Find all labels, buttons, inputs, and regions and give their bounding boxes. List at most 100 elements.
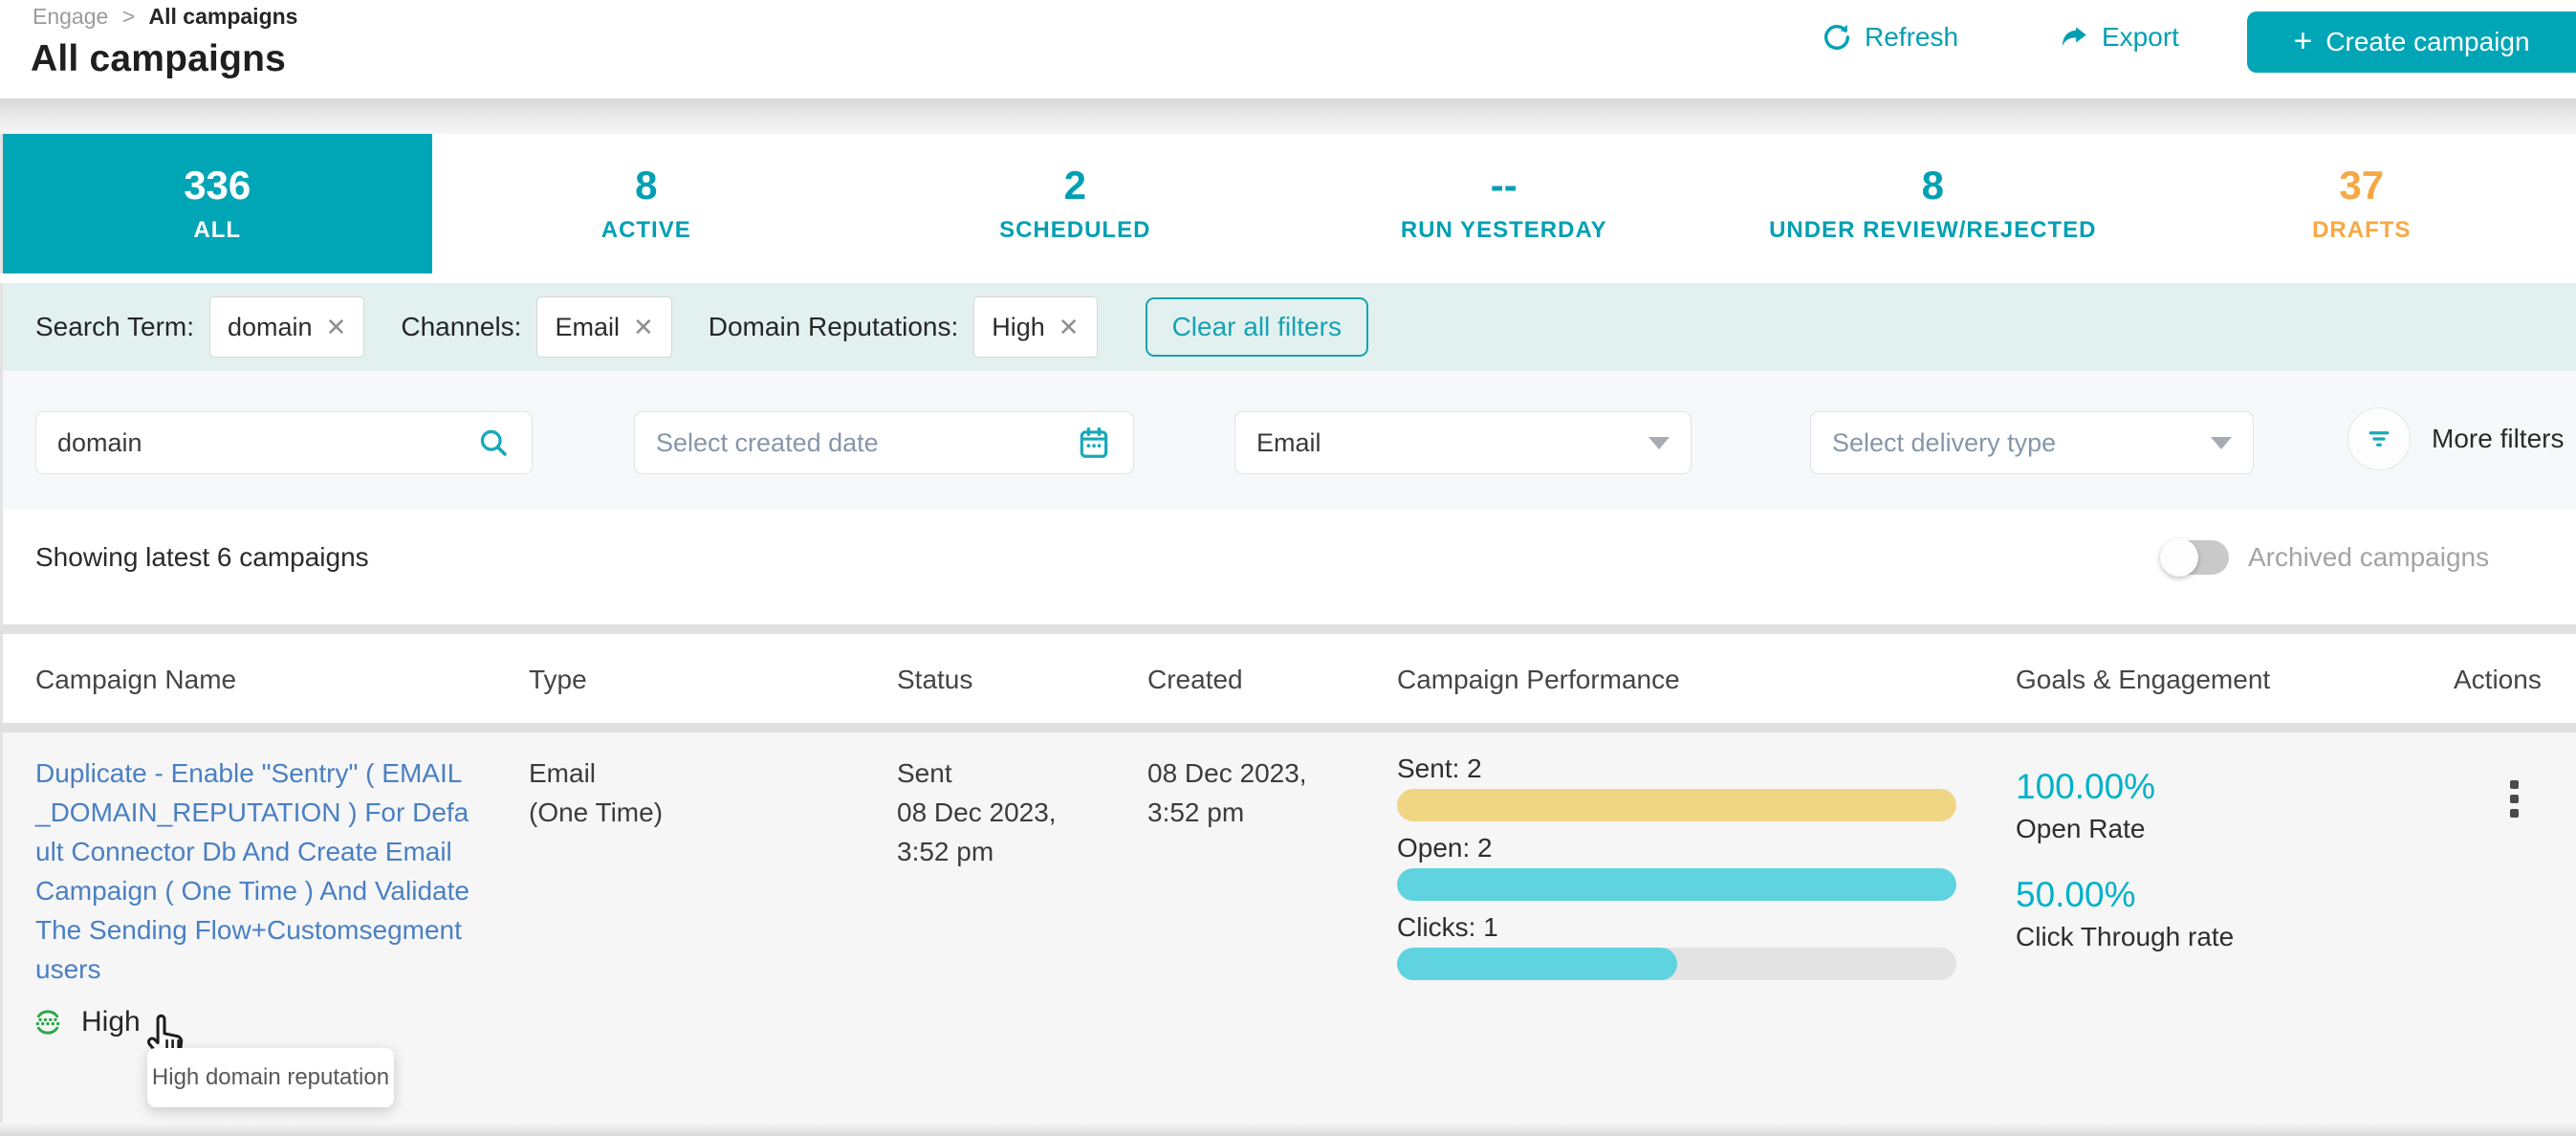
text-line: Duplicate - Enable "Sentry" ( EMAIL [35, 754, 469, 793]
breadcrumb-current: All campaigns [149, 4, 298, 29]
refresh-label: Refresh [1865, 22, 1958, 53]
campaign-name-link[interactable]: Duplicate - Enable "Sentry" ( EMAIL_DOMA… [35, 754, 469, 989]
header-shadow-band [0, 98, 2576, 134]
tab-under-review-rejected[interactable]: 8 UNDER REVIEW/REJECTED [1718, 134, 2148, 273]
calendar-icon[interactable] [1076, 425, 1112, 461]
progress-fill [1397, 948, 1677, 980]
channel-select[interactable]: Email [1234, 411, 1692, 474]
export-icon [2058, 21, 2090, 54]
all-campaigns-page: Engage > All campaigns All campaigns Ref… [0, 0, 2576, 1136]
page-header: Engage > All campaigns All campaigns Ref… [0, 0, 2576, 98]
tab-all[interactable]: 336ALL [3, 134, 432, 273]
bottom-fade [0, 1123, 2576, 1136]
search-input-value: domain [57, 428, 476, 458]
tab-run-yesterday[interactable]: --RUN YESTERDAY [1290, 134, 1719, 273]
row-actions-menu-button[interactable] [2504, 775, 2524, 823]
text-line: _DOMAIN_REPUTATION ) For Defa [35, 793, 469, 832]
tab-label: ACTIVE [601, 219, 691, 242]
refresh-icon [1821, 21, 1853, 54]
export-button[interactable]: Export [2058, 21, 2179, 54]
filter-chip-email[interactable]: Email ✕ [536, 296, 671, 358]
column-header-type: Type [529, 665, 587, 695]
tab-active[interactable]: 8 ACTIVE [432, 134, 862, 273]
text-line: Sent [897, 754, 1057, 793]
delivery-type-select[interactable]: Select delivery type [1810, 411, 2254, 474]
text-line: Campaign ( One Time ) And Validate [35, 871, 469, 910]
tab-count: 8 [635, 165, 657, 206]
chip-remove-icon[interactable]: ✕ [326, 315, 347, 339]
text-line: 3:52 pm [897, 832, 1057, 871]
created-date-placeholder: Select created date [656, 428, 1076, 458]
goals-engagement-cell: 100.00% Open Rate 50.00% Click Through rate [2016, 769, 2234, 985]
text-line: (One Time) [529, 793, 663, 832]
tab-scheduled[interactable]: 2 SCHEDULED [861, 134, 1290, 273]
tab-count: 37 [2339, 165, 2384, 206]
domain-reputation-badge[interactable]: High [32, 1006, 141, 1038]
archived-campaigns-label: Archived campaigns [2248, 542, 2489, 573]
text-line: 08 Dec 2023, [897, 793, 1057, 832]
more-filters-button[interactable]: More filters [2347, 407, 2564, 470]
plus-icon: + [2293, 25, 2312, 57]
filter-chip-domain[interactable]: domain ✕ [209, 296, 364, 358]
progress-track [1397, 948, 1956, 980]
tab-count: 336 [184, 165, 251, 206]
archived-campaigns-toggle[interactable] [2162, 540, 2229, 575]
table-row: Duplicate - Enable "Sentry" ( EMAIL_DOMA… [0, 732, 2576, 1136]
performance-label-clicks: Clicks: 1 [1397, 910, 1956, 945]
tab-drafts[interactable]: 37DRAFTS [2148, 134, 2576, 273]
text-line: Email [529, 754, 663, 793]
tab-label: RUN YESTERDAY [1401, 219, 1607, 242]
tooltip-text: High domain reputation [152, 1064, 389, 1091]
goal-value-click-through-rate: 50.00% [2016, 877, 2234, 912]
tab-label: UNDER REVIEW/REJECTED [1769, 219, 2096, 242]
chip-remove-icon[interactable]: ✕ [1059, 315, 1080, 339]
tab-label: SCHEDULED [999, 219, 1150, 242]
filter-label-domain-reputations: Domain Reputations: [709, 312, 958, 342]
performance-label-open: Open: 2 [1397, 831, 1956, 865]
column-header-actions: Actions [2454, 665, 2542, 695]
chevron-down-icon [2211, 437, 2232, 449]
chip-value: High [992, 313, 1045, 342]
goal-value-open-rate: 100.00% [2016, 769, 2234, 804]
channel-select-value: Email [1256, 428, 1648, 458]
filter-chip-high[interactable]: High ✕ [973, 296, 1097, 358]
status-tab-bar: 336ALL 8 ACTIVE 2 SCHEDULED --RUN YESTERDAY 8 U… [0, 134, 2576, 273]
table-header-row: Campaign NameTypeStatusCreatedCampaign P… [0, 634, 2576, 723]
column-header-campaign-performance: Campaign Performance [1397, 665, 1680, 695]
reputation-tooltip: High domain reputation [147, 1048, 394, 1107]
export-label: Export [2102, 22, 2179, 53]
search-input[interactable]: domain [35, 411, 533, 474]
reputation-label: High [81, 1006, 141, 1038]
breadcrumb-engage[interactable]: Engage [33, 4, 108, 29]
campaign-status-cell: Sent08 Dec 2023,3:52 pm [897, 754, 1057, 871]
create-campaign-button[interactable]: + Create campaign [2247, 11, 2576, 73]
column-header-goals-engagement: Goals & Engagement [2016, 665, 2270, 695]
created-date-picker[interactable]: Select created date [634, 411, 1134, 474]
more-filters-label: More filters [2432, 424, 2564, 454]
progress-track [1397, 789, 1956, 821]
column-header-created: Created [1147, 665, 1243, 695]
text-line: ult Connector Db And Create Email [35, 832, 469, 871]
filter-label-channels: Channels: [401, 312, 521, 342]
chip-value: Email [555, 313, 620, 342]
divider [0, 723, 2576, 732]
goal-label-open-rate: Open Rate [2016, 816, 2234, 842]
text-line: 3:52 pm [1147, 793, 1307, 832]
chip-value: domain [228, 313, 313, 342]
kebab-icon [2510, 780, 2519, 789]
breadcrumb-separator: > [122, 4, 135, 29]
tab-count: 2 [1064, 165, 1086, 206]
delivery-type-placeholder: Select delivery type [1832, 428, 2211, 458]
chip-remove-icon[interactable]: ✕ [633, 315, 654, 339]
goal-label-click-through-rate: Click Through rate [2016, 924, 2234, 950]
refresh-button[interactable]: Refresh [1821, 21, 1958, 54]
search-icon[interactable] [476, 426, 511, 460]
progress-track [1397, 868, 1956, 901]
text-line: users [35, 950, 469, 989]
tab-count: 8 [1922, 165, 1944, 206]
create-campaign-label: Create campaign [2325, 27, 2529, 57]
progress-fill [1397, 789, 1956, 821]
clear-all-filters-button[interactable]: Clear all filters [1146, 297, 1368, 357]
filter-label-search-term: Search Term: [35, 312, 194, 342]
column-header-status: Status [897, 665, 972, 695]
